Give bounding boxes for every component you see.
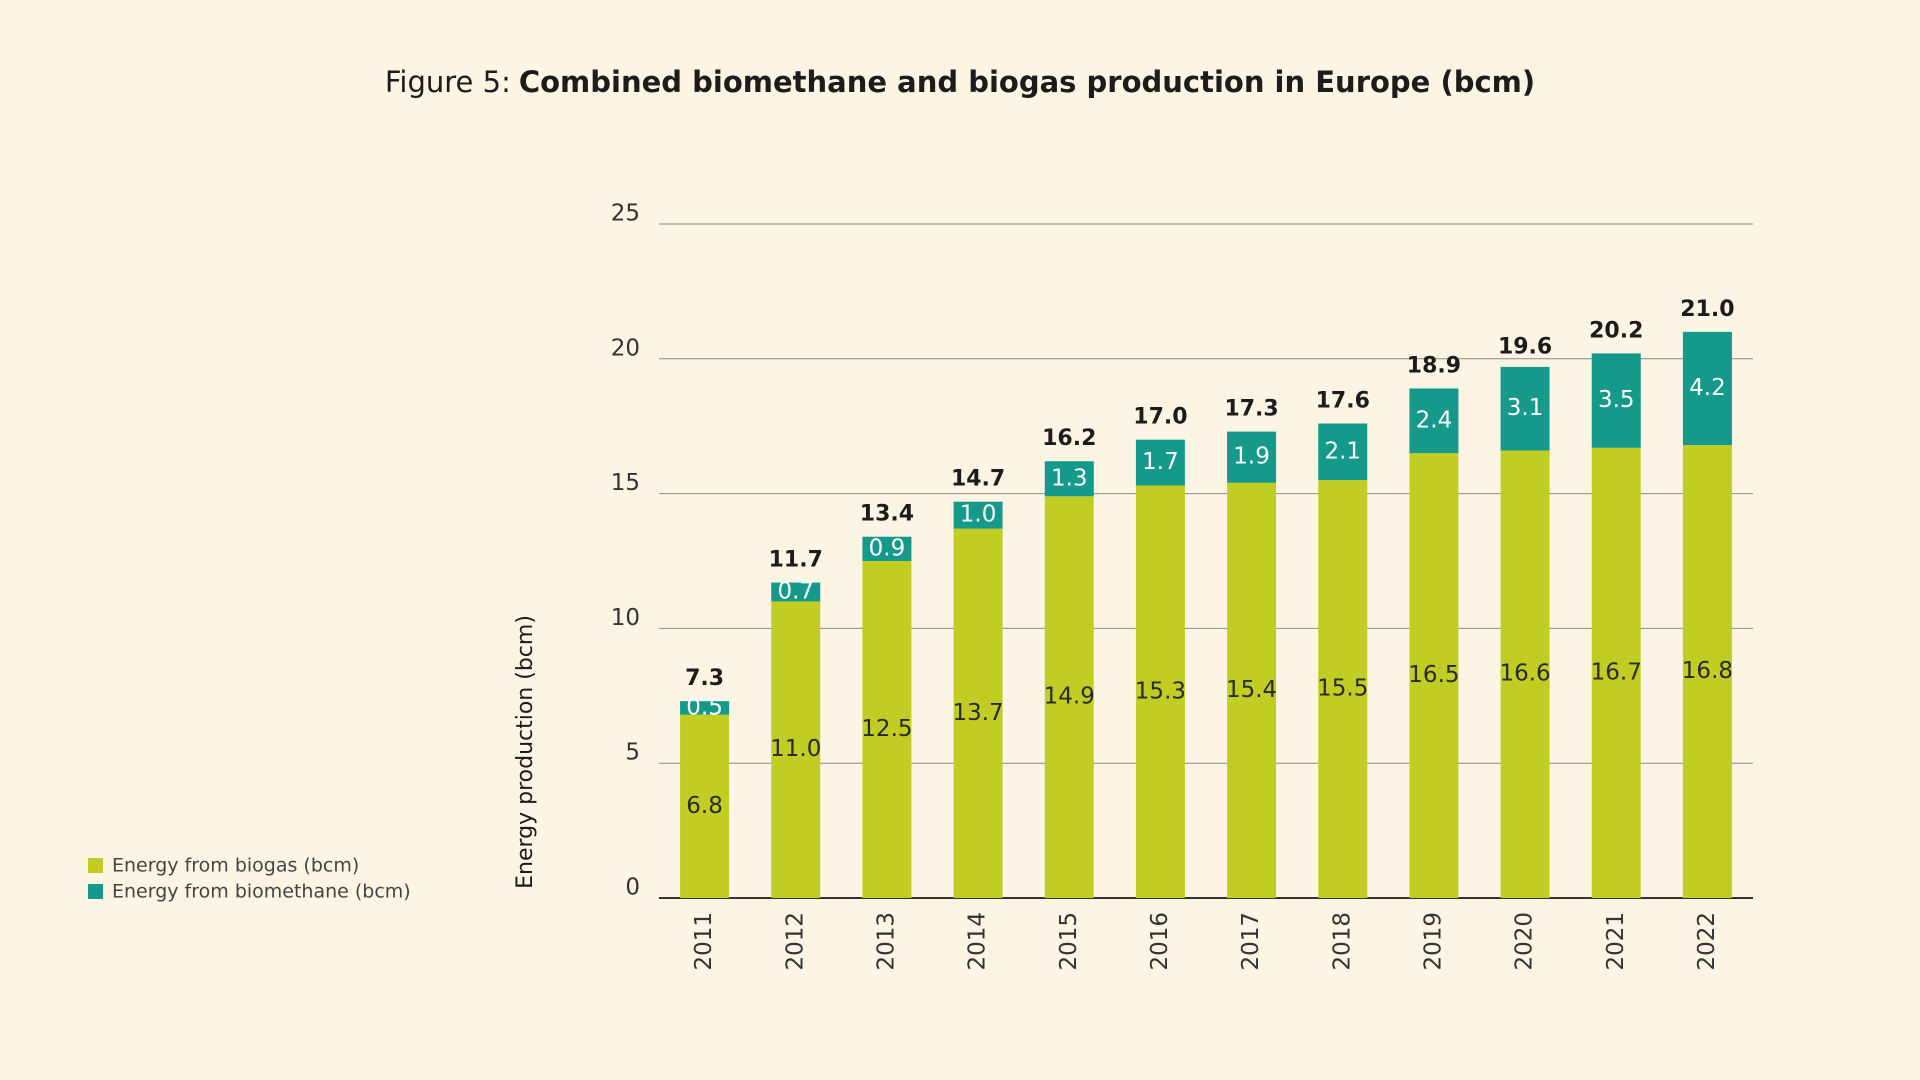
y-tick-label: 15 [611, 470, 640, 496]
segment-label: 1.9 [1233, 444, 1270, 470]
legend-swatch [88, 884, 103, 899]
x-tick-label: 2019 [1420, 912, 1446, 971]
total-label: 16.2 [1042, 426, 1096, 451]
segment-label: 0.7 [777, 579, 814, 605]
bar-segment [1044, 496, 1094, 898]
bar-segment [1591, 447, 1641, 898]
segment-label: 3.1 [1507, 395, 1544, 421]
x-tick-label: 2018 [1329, 912, 1355, 971]
bar-segment [1318, 480, 1368, 898]
x-tick-label: 2014 [965, 912, 991, 971]
title-label: Figure 5: [385, 65, 511, 99]
legend-swatch [88, 858, 103, 873]
y-tick-label: 20 [611, 335, 640, 361]
total-label: 7.3 [685, 666, 724, 691]
bar-segment [1500, 450, 1550, 898]
bar-segment [771, 582, 821, 602]
segment-label: 16.8 [1682, 658, 1733, 684]
segment-label: 3.5 [1598, 387, 1635, 413]
bar-segment [1409, 453, 1459, 898]
bar-segment [1409, 388, 1459, 454]
total-label: 19.6 [1498, 335, 1552, 360]
bar-segment [1227, 431, 1277, 483]
x-tick-label: 2020 [1512, 912, 1538, 971]
total-label: 20.2 [1589, 318, 1643, 343]
bar-segment [1682, 445, 1732, 898]
segment-label: 2.4 [1416, 407, 1453, 433]
bar-segment [680, 714, 730, 898]
total-label: 17.0 [1133, 405, 1187, 430]
segment-label: 14.9 [1044, 684, 1095, 710]
y-axis-label: Energy production (bcm) [513, 615, 538, 889]
bar-segment [1500, 366, 1550, 451]
total-label: 18.9 [1407, 353, 1461, 378]
total-label: 14.7 [951, 467, 1005, 492]
bar-segment [953, 528, 1003, 898]
y-tick-label: 10 [611, 605, 640, 631]
bar-segment [680, 701, 730, 715]
segment-label: 13.7 [952, 700, 1003, 726]
segment-label: 1.0 [960, 502, 997, 528]
bar-segment [1318, 423, 1368, 481]
segment-label: 15.3 [1135, 678, 1186, 704]
x-tick-label: 2011 [691, 912, 717, 971]
y-tick-label: 25 [611, 201, 640, 227]
segment-label: 15.4 [1226, 677, 1277, 703]
y-tick-label: 0 [625, 875, 640, 901]
x-tick-label: 2013 [873, 912, 899, 971]
total-label: 13.4 [860, 502, 914, 527]
total-label: 11.7 [769, 548, 823, 573]
x-tick-label: 2015 [1056, 912, 1082, 971]
bar-segment [953, 501, 1003, 529]
segment-label: 2.1 [1324, 438, 1361, 464]
segment-label: 16.7 [1591, 659, 1642, 685]
segment-label: 1.7 [1142, 449, 1179, 475]
x-tick-label: 2017 [1238, 912, 1264, 971]
bar-segment [1227, 482, 1277, 898]
x-tick-label: 2022 [1694, 912, 1720, 971]
segment-label: 11.0 [770, 736, 821, 762]
segment-label: 0.9 [869, 535, 906, 561]
total-label: 17.6 [1316, 389, 1370, 414]
bar-segment [1591, 353, 1641, 448]
segment-label: 1.3 [1051, 465, 1088, 491]
x-tick-label: 2016 [1147, 912, 1173, 971]
segment-label: 12.5 [861, 716, 912, 742]
bar-segment [862, 536, 912, 561]
y-tick-label: 5 [625, 740, 640, 766]
legend-label: Energy from biogas (bcm) [112, 855, 359, 877]
x-tick-label: 2012 [782, 912, 808, 971]
legend-label: Energy from biomethane (bcm) [112, 881, 411, 903]
bar-segment [771, 601, 821, 898]
bar-segment [1044, 461, 1094, 497]
bar-segment [1682, 331, 1732, 446]
bar-segment [1135, 439, 1185, 486]
title-text: Combined biomethane and biogas productio… [519, 65, 1535, 99]
total-label: 21.0 [1680, 297, 1734, 322]
chart-title: Figure 5: Combined biomethane and biogas … [385, 65, 1535, 99]
x-tick-label: 2021 [1603, 912, 1629, 971]
segment-label: 16.6 [1499, 661, 1550, 687]
segment-label: 16.5 [1408, 662, 1459, 688]
total-label: 17.3 [1224, 397, 1278, 422]
segment-label: 0.5 [686, 694, 723, 720]
bar-segment [862, 561, 912, 898]
segment-label: 6.8 [686, 793, 723, 819]
segment-label: 4.2 [1689, 375, 1726, 401]
bar-segment [1135, 485, 1185, 898]
segment-label: 15.5 [1317, 676, 1368, 702]
